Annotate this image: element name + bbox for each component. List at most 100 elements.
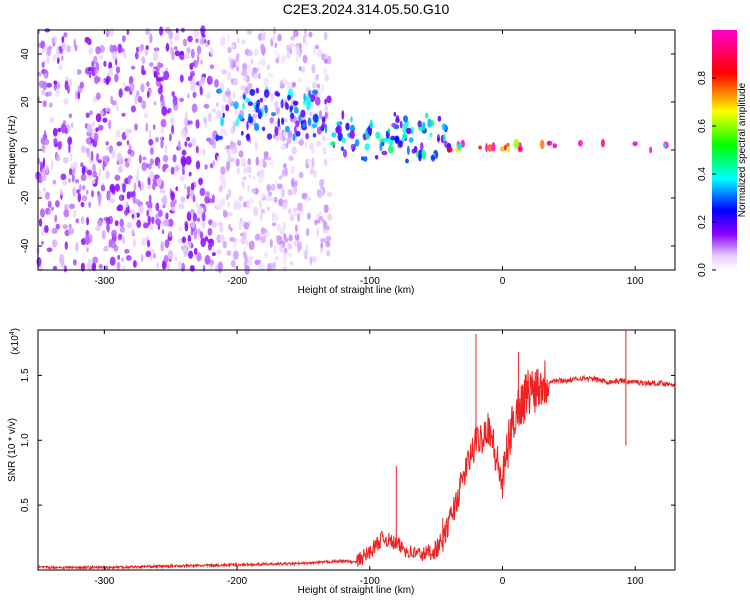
heatmap-cell (402, 133, 408, 140)
colorbar-ticks: 0.0 0.2 0.4 0.6 0.8 (697, 71, 716, 277)
heatmap-cell (122, 50, 127, 56)
heatmap-cell (260, 57, 266, 67)
heatmap-cell (313, 47, 316, 56)
heatmap-cell (157, 161, 161, 169)
heatmap-cell (85, 230, 89, 236)
heatmap-cell (280, 144, 286, 150)
heatmap-cell (260, 213, 263, 221)
heatmap-cell (319, 247, 324, 254)
heatmap-cell (200, 59, 203, 65)
snr-scale-exponent: 4 (9, 331, 16, 335)
heatmap-cell (242, 63, 248, 71)
heatmap-cell (44, 191, 51, 200)
heatmap-cell (174, 46, 178, 51)
heatmap-cell (107, 191, 111, 201)
heatmap-cell (196, 45, 202, 55)
heatmap-cell (170, 200, 176, 209)
heatmap-cell (190, 221, 196, 229)
heatmap-cell (249, 88, 256, 96)
heatmap-cell (189, 265, 195, 272)
heatmap-cell (315, 140, 320, 147)
heatmap-cell (305, 95, 311, 105)
heatmap-cell (96, 152, 100, 163)
heatmap-cell (190, 48, 195, 59)
heatmap-cell (46, 48, 52, 57)
heatmap-cell (190, 182, 195, 191)
heatmap-cell (270, 161, 274, 167)
heatmap-cell (311, 255, 317, 263)
heatmap-cell (321, 116, 326, 123)
heatmap-cell (103, 60, 107, 67)
x-tick-label: -200 (227, 576, 247, 587)
heatmap-cell (286, 141, 289, 149)
heatmap-cell (40, 137, 45, 144)
heatmap-cell (226, 145, 231, 150)
heatmap-cell (235, 118, 239, 127)
heatmap-cell (122, 236, 125, 245)
heatmap-cell (303, 100, 306, 105)
heatmap-cell (267, 191, 273, 196)
heatmap-cell (417, 120, 422, 128)
heatmap-cell (230, 259, 236, 268)
heatmap-cell (217, 261, 223, 271)
heatmap-cell (283, 163, 287, 169)
heatmap-cell (109, 256, 116, 266)
heatmap-cell (248, 240, 255, 251)
heatmap-cell (36, 257, 42, 267)
heatmap-cell (75, 218, 80, 224)
heatmap-cell (51, 206, 54, 211)
heatmap-cell (222, 241, 227, 249)
heatmap-cell (298, 114, 302, 123)
snr-x-ticks: -300 -200 -100 0 100 (94, 330, 644, 587)
heatmap-cell (308, 31, 313, 38)
heatmap-cell (295, 120, 300, 128)
heatmap-cell (307, 158, 312, 166)
heatmap-cell (141, 100, 147, 110)
heatmap-cell (283, 118, 289, 123)
heatmap-cell (86, 189, 89, 195)
heatmap-cell (195, 203, 200, 208)
heatmap-cell (298, 66, 302, 71)
heatmap-cell (70, 152, 73, 162)
heatmap-cell (148, 171, 155, 180)
heatmap-cell (41, 61, 45, 68)
heatmap-cell (327, 213, 333, 221)
heatmap-cell (229, 157, 235, 163)
heatmap-cell (233, 78, 238, 86)
heatmap-cell (300, 109, 306, 118)
heatmap-cell (129, 82, 135, 92)
y-tick-label: 20 (20, 96, 31, 108)
heatmap-cell (75, 179, 80, 184)
heatmap-cell (51, 239, 58, 248)
heatmap-cell (218, 88, 222, 93)
heatmap-cell (186, 211, 192, 222)
heatmap-cell (290, 35, 295, 41)
heatmap-cell (374, 155, 379, 160)
heatmap-cell (207, 228, 213, 236)
y-tick-label: -20 (20, 190, 31, 205)
heatmap-cell (350, 116, 353, 123)
heatmap-cell (281, 117, 285, 125)
heatmap-cell (124, 248, 130, 254)
heatmap-cell (252, 113, 258, 119)
heatmap-cell (148, 138, 154, 146)
heatmap-cell (405, 158, 409, 164)
heatmap-cell (187, 93, 190, 99)
heatmap-cell (216, 155, 220, 165)
heatmap-cell (267, 206, 270, 211)
heatmap-cell (275, 255, 279, 261)
heatmap-cell (207, 112, 212, 123)
heatmap-cell (277, 223, 281, 232)
heatmap-cell (258, 199, 263, 210)
heatmap-cell (430, 154, 435, 161)
heatmap-cell (116, 141, 123, 147)
heatmap-cell (41, 240, 44, 245)
heatmap-cell (309, 94, 316, 103)
heatmap-cell (446, 146, 453, 153)
heatmap-cell (322, 147, 327, 156)
heatmap-cell (304, 33, 308, 38)
heatmap-cell (141, 64, 145, 75)
heatmap-cell (424, 113, 429, 119)
heatmap-cell (153, 47, 160, 52)
heatmap-cell (578, 140, 583, 147)
